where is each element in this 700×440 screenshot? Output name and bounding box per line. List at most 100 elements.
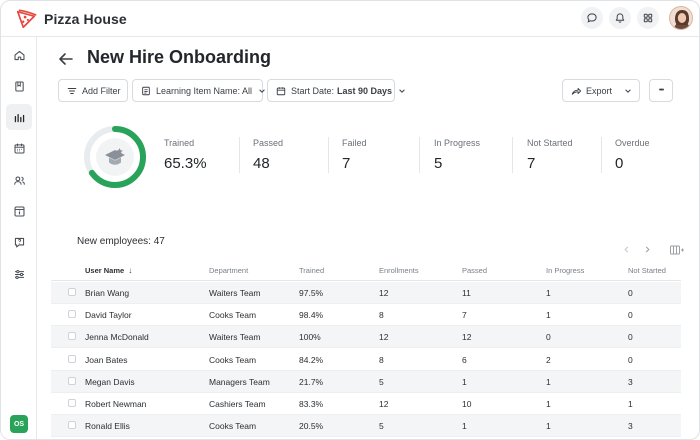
row-checkbox[interactable]: [68, 399, 76, 407]
apps-grid-icon: [643, 13, 653, 23]
table-cell: 20.5%: [299, 421, 324, 432]
chevron-down-icon: [259, 88, 265, 93]
table-cell: 5: [379, 376, 384, 387]
row-checkbox[interactable]: [68, 332, 76, 341]
add-filter-button[interactable]: Add Filter: [58, 79, 128, 102]
sort-descending-icon[interactable]: ↓: [128, 266, 133, 275]
document-list-icon: [142, 86, 150, 95]
stat-value: 5: [434, 155, 443, 172]
calendar-icon: [14, 143, 24, 153]
table-row[interactable]: Ronald Ellis Cooks Team 20.5% 5 1 1 3: [51, 415, 681, 438]
row-checkbox[interactable]: [68, 421, 76, 430]
table-cell[interactable]: Jenna McDonald: [85, 332, 149, 343]
stat-trained: Trained 65.3%: [164, 138, 207, 172]
top-actions: [581, 6, 693, 30]
table-cell: 1: [462, 421, 467, 432]
chevron-down-icon: [399, 88, 405, 93]
sidebar-item-settings[interactable]: [6, 261, 32, 287]
stat-label: Failed: [342, 138, 367, 148]
table-cell[interactable]: David Taylor: [85, 310, 132, 321]
table-cell: 0: [628, 332, 633, 343]
start-date-dropdown[interactable]: Start Date: Last 90 Days: [267, 79, 405, 102]
table-cell: 1: [628, 399, 633, 409]
learning-item-dropdown[interactable]: Learning Item Name: All: [132, 79, 265, 102]
table-cell: 8: [379, 310, 384, 321]
column-header-trained[interactable]: Trained: [299, 266, 325, 275]
row-checkbox[interactable]: [68, 288, 76, 296]
back-arrow-icon[interactable]: [56, 49, 76, 69]
stat-divider: [328, 137, 329, 173]
column-header-user-name[interactable]: User Name ↓: [85, 266, 132, 275]
table-cell: 21.7%: [299, 376, 324, 387]
workspace-badge[interactable]: OS: [10, 415, 28, 433]
table-cell: Cooks Team: [209, 421, 257, 432]
table-row[interactable]: Megan Davis Managers Team 21.7% 5 1 1 3: [51, 370, 681, 393]
table-cell: 12: [379, 399, 389, 409]
table-cell[interactable]: Megan Davis: [85, 376, 135, 387]
table-caption: New employees: 47: [77, 236, 165, 247]
apps-button[interactable]: [637, 7, 659, 29]
table-cell: 0: [628, 354, 633, 365]
sidebar-item-help[interactable]: [6, 229, 32, 255]
chevron-right-icon[interactable]: [644, 246, 651, 253]
column-header-department[interactable]: Department: [209, 266, 249, 275]
table-row[interactable]: Robert Newman Cashiers Team 83.3% 12 10 1 1: [51, 393, 681, 415]
export-button[interactable]: Export: [562, 79, 640, 102]
table-row[interactable]: Jenna McDonald Waiters Team 100% 12 12 0 0: [51, 326, 681, 349]
more-options-button[interactable]: •••: [649, 79, 673, 102]
table-cell: 0: [628, 288, 633, 298]
user-avatar[interactable]: [669, 6, 693, 30]
stat-value: 7: [527, 155, 536, 172]
table-cell: Cooks Team: [209, 310, 257, 321]
table-cell: Managers Team: [209, 376, 270, 387]
table-row[interactable]: Joan Bates Cooks Team 84.2% 8 6 2 0: [51, 349, 681, 371]
stat-in-progress: In Progress 5: [434, 138, 480, 172]
table-cell: 6: [462, 354, 467, 365]
sidebar-item-users[interactable]: [6, 167, 32, 193]
table-cell[interactable]: Joan Bates: [85, 354, 128, 365]
table-cell: 10: [462, 399, 472, 409]
chevron-down-icon: [625, 88, 631, 93]
column-header-not-started[interactable]: Not Started: [628, 266, 666, 275]
chat-icon: [587, 13, 597, 23]
help-icon: [14, 237, 24, 247]
stat-value: 65.3%: [164, 155, 207, 172]
column-header-in-progress[interactable]: In Progress: [546, 266, 585, 275]
table-cell[interactable]: Brian Wang: [85, 288, 130, 298]
column-header-passed[interactable]: Passed: [462, 266, 488, 275]
sliders-icon: [14, 269, 24, 279]
share-arrow-icon: [571, 87, 581, 95]
table-cell: 5: [379, 421, 384, 432]
sidebar-item-courses[interactable]: [6, 73, 32, 99]
stat-label: Passed: [253, 138, 284, 148]
table-row[interactable]: Brian Wang Waiters Team 97.5% 12 11 1 0: [51, 282, 681, 304]
sidebar-item-home[interactable]: [6, 42, 32, 68]
row-checkbox[interactable]: [68, 310, 76, 319]
column-settings-icon[interactable]: [670, 245, 684, 255]
table-cell: Cashiers Team: [209, 399, 266, 409]
row-checkbox[interactable]: [68, 354, 76, 363]
sidebar-item-reports[interactable]: [6, 104, 32, 130]
chat-button[interactable]: [581, 7, 603, 29]
table-cell: 2: [546, 354, 551, 365]
table-row[interactable]: David Taylor Cooks Team 98.4% 8 7 1 0: [51, 304, 681, 327]
stat-passed: Passed 48: [253, 138, 283, 172]
brand[interactable]: Pizza House: [15, 8, 127, 30]
sidebar-item-calendar[interactable]: [6, 135, 32, 161]
column-header-enrollments[interactable]: Enrollments: [379, 266, 419, 275]
start-date-value: Last 90 Days: [337, 85, 393, 96]
table-cell: 12: [379, 288, 389, 298]
table-cell: 3: [628, 376, 633, 387]
table-cell: 1: [462, 376, 467, 387]
row-checkbox[interactable]: [68, 376, 76, 385]
table-cell[interactable]: Ronald Ellis: [85, 421, 130, 432]
sidebar-item-info[interactable]: [6, 198, 32, 224]
stat-divider: [239, 137, 240, 173]
chart-icon: [14, 113, 24, 122]
table-cell[interactable]: Robert Newman: [85, 399, 147, 409]
filter-icon: [67, 87, 77, 94]
chevron-left-icon[interactable]: [623, 246, 630, 253]
stat-label: Trained: [164, 138, 195, 148]
graduation-cap-icon: [105, 148, 125, 165]
notifications-button[interactable]: [609, 7, 631, 29]
